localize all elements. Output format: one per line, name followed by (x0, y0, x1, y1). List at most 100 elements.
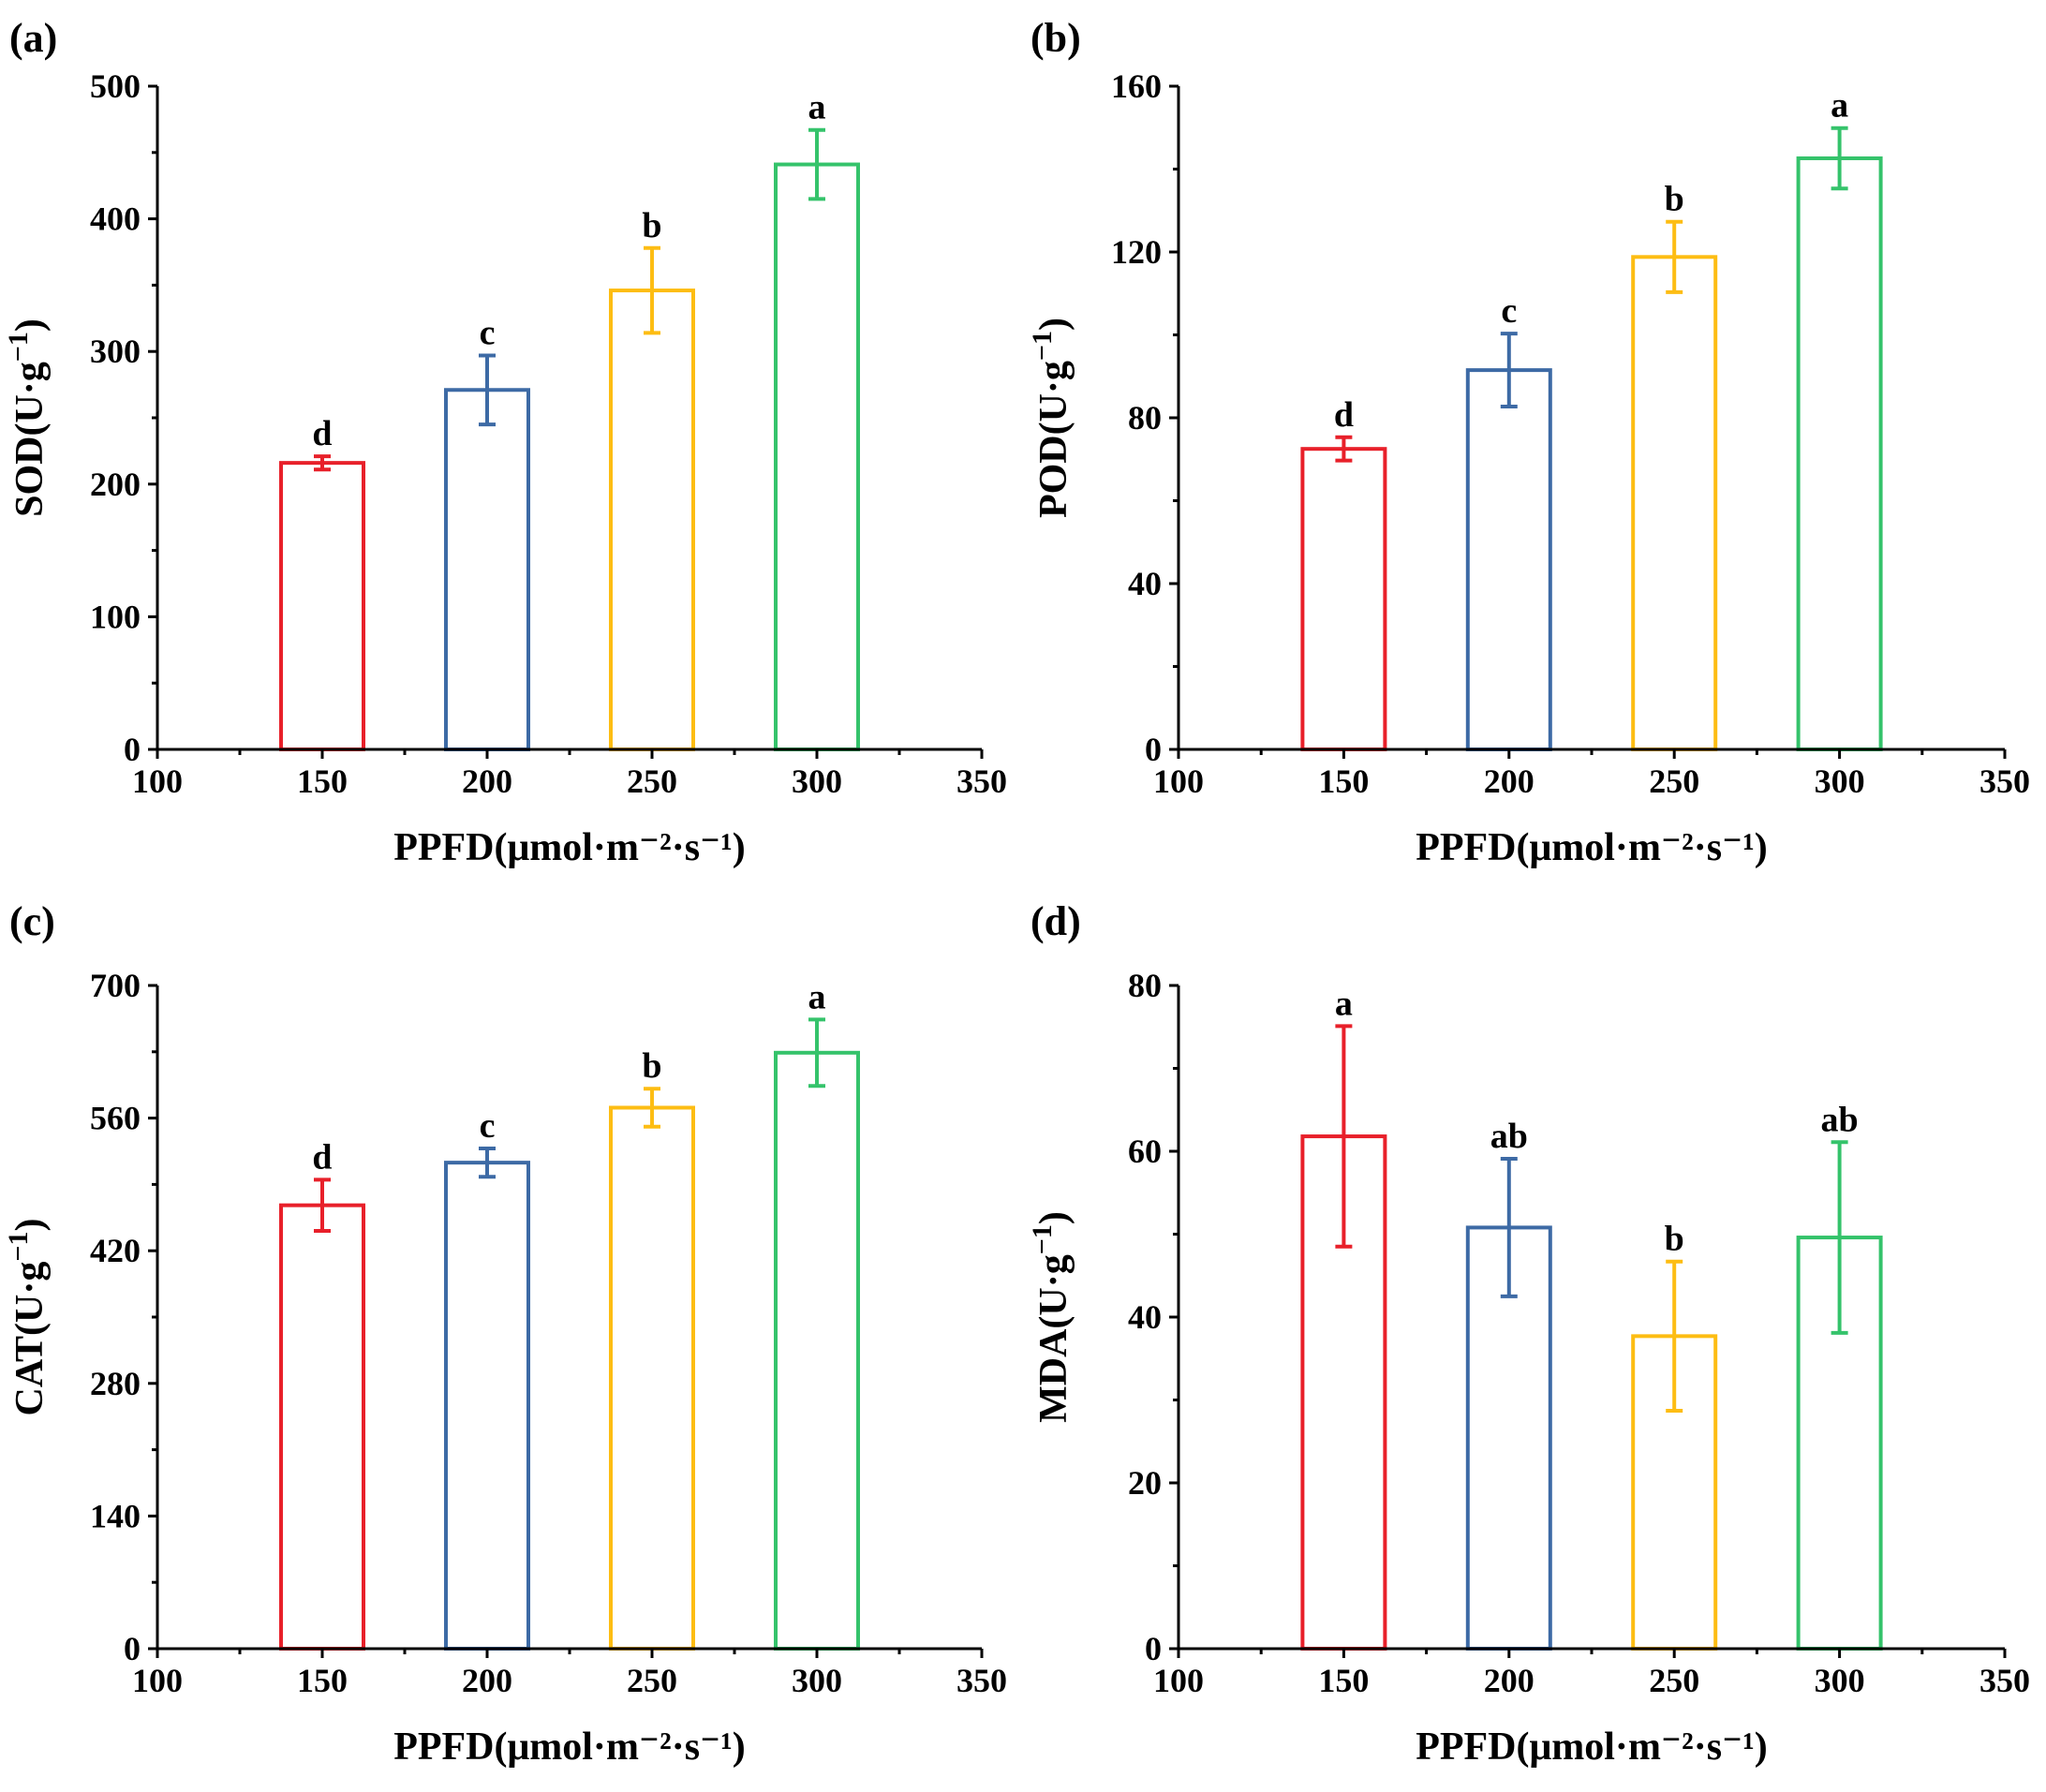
x-tick-label: 250 (627, 763, 677, 800)
x-tick-label: 250 (627, 1662, 677, 1699)
bar-250 (1631, 255, 1718, 751)
y-tick-label: 140 (90, 1497, 141, 1534)
bar-150 (279, 461, 365, 751)
y-axis-label-close: ) (8, 318, 52, 332)
x-tick-label: 150 (297, 1662, 348, 1699)
bar-150 (279, 1203, 365, 1651)
y-axis-label-main: CAT(U·g (8, 1262, 52, 1416)
x-tick-label: 200 (1484, 763, 1534, 800)
significance-label: a (1335, 984, 1353, 1023)
x-tick-label: 300 (1815, 1662, 1865, 1699)
y-tick-label: 0 (1145, 1630, 1162, 1667)
x-tick-label: 100 (1153, 763, 1204, 800)
y-tick-label: 80 (1128, 967, 1162, 1004)
significance-label: b (642, 206, 661, 245)
y-axis-label-sup: −1 (3, 332, 34, 362)
bar-300 (774, 1050, 860, 1651)
y-axis-label-sup: −1 (1027, 1224, 1058, 1254)
x-tick-label: 150 (297, 763, 348, 800)
y-axis-label: POD(U·g−1) (1027, 318, 1075, 518)
y-tick-label: 120 (1111, 233, 1162, 271)
bar-200 (444, 388, 530, 751)
bar-300 (774, 162, 860, 751)
x-tick-label: 200 (1484, 1662, 1534, 1699)
bar-200 (1465, 368, 1552, 751)
panel-label: (d) (1030, 898, 1081, 944)
y-axis-label-close: ) (1032, 318, 1075, 331)
significance-label: c (480, 1106, 496, 1146)
y-tick-label: 400 (90, 200, 141, 238)
x-tick-label: 150 (1318, 763, 1369, 800)
y-tick-label: 700 (90, 967, 141, 1004)
x-tick-label: 250 (1649, 1662, 1699, 1699)
y-tick-label: 280 (90, 1365, 141, 1402)
panel-label: (c) (9, 898, 55, 944)
y-axis-label: MDA(U·g−1) (1027, 1211, 1075, 1423)
y-axis-label-sup: −1 (3, 1232, 34, 1262)
x-axis-label: PPFD(μmol·m⁻²·s⁻¹) (393, 826, 746, 869)
y-axis-label-close: ) (8, 1219, 52, 1232)
y-tick-label: 80 (1128, 399, 1162, 437)
y-tick-label: 560 (90, 1100, 141, 1137)
bar-150 (1300, 447, 1387, 751)
x-axis-label: PPFD(μmol·m⁻²·s⁻¹) (1416, 1725, 1768, 1769)
significance-label: c (1501, 291, 1517, 331)
x-tick-label: 100 (132, 763, 183, 800)
significance-label: ab (1490, 1117, 1528, 1156)
y-axis-label-main: SOD(U·g (8, 362, 52, 517)
y-axis-label-close: ) (1032, 1211, 1075, 1224)
x-axis-label: PPFD(μmol·m⁻²·s⁻¹) (393, 1725, 746, 1769)
y-tick-label: 0 (1145, 731, 1162, 768)
y-tick-label: 0 (124, 731, 141, 768)
y-axis-label-sup: −1 (1027, 331, 1058, 361)
y-tick-label: 420 (90, 1232, 141, 1269)
panel-d: (d) a ab b ab 0 20 40 60 80 100 150 200 250 300 350 PPFD… (1027, 898, 2030, 1769)
panel-c: (c) d c b a 0 140 280 420 560 700 100 150 200 250 300 35… (3, 898, 1007, 1769)
y-tick-label: 100 (90, 598, 141, 635)
x-tick-label: 350 (956, 1662, 1007, 1699)
y-tick-label: 60 (1128, 1133, 1162, 1170)
x-tick-label: 100 (1153, 1662, 1204, 1699)
significance-label: a (808, 88, 826, 127)
bar-250 (609, 289, 695, 751)
x-tick-label: 300 (1815, 763, 1865, 800)
y-tick-label: 160 (1111, 67, 1162, 105)
x-tick-label: 300 (792, 1662, 842, 1699)
y-tick-label: 300 (90, 333, 141, 370)
significance-label: b (1665, 1220, 1684, 1259)
significance-label: b (642, 1046, 661, 1086)
y-tick-label: 0 (124, 1630, 141, 1667)
significance-label: d (312, 1137, 332, 1177)
bar-250 (609, 1105, 695, 1651)
x-tick-label: 250 (1649, 763, 1699, 800)
y-tick-label: 40 (1128, 1298, 1162, 1336)
x-tick-label: 150 (1318, 1662, 1369, 1699)
panel-b: (b) d c b a 0 40 80 120 160 100 150 200 250 300 350 PPFD… (1027, 15, 2030, 869)
x-axis-label: PPFD(μmol·m⁻²·s⁻¹) (1416, 826, 1768, 869)
y-tick-label: 40 (1128, 565, 1162, 602)
bar-200 (444, 1161, 530, 1651)
significance-label: d (1334, 395, 1354, 435)
panel-label: (b) (1030, 15, 1081, 61)
significance-label: ab (1821, 1100, 1859, 1139)
y-axis-label-main: POD(U·g (1032, 361, 1075, 518)
panel-label: (a) (9, 15, 57, 61)
x-tick-label: 350 (1979, 1662, 2030, 1699)
significance-label: a (808, 977, 826, 1016)
y-tick-label: 200 (90, 466, 141, 503)
x-tick-label: 100 (132, 1662, 183, 1699)
y-tick-label: 20 (1128, 1464, 1162, 1502)
bar-300 (1796, 156, 1883, 751)
x-tick-label: 300 (792, 763, 842, 800)
significance-label: b (1665, 180, 1684, 219)
x-tick-label: 350 (956, 763, 1007, 800)
x-tick-label: 200 (462, 1662, 512, 1699)
y-axis-label: CAT(U·g−1) (3, 1219, 52, 1416)
significance-label: d (312, 414, 332, 453)
y-axis-label-main: MDA(U·g (1032, 1254, 1075, 1423)
y-axis-label: SOD(U·g−1) (3, 318, 52, 517)
y-tick-label: 500 (90, 67, 141, 105)
significance-label: c (480, 313, 496, 352)
